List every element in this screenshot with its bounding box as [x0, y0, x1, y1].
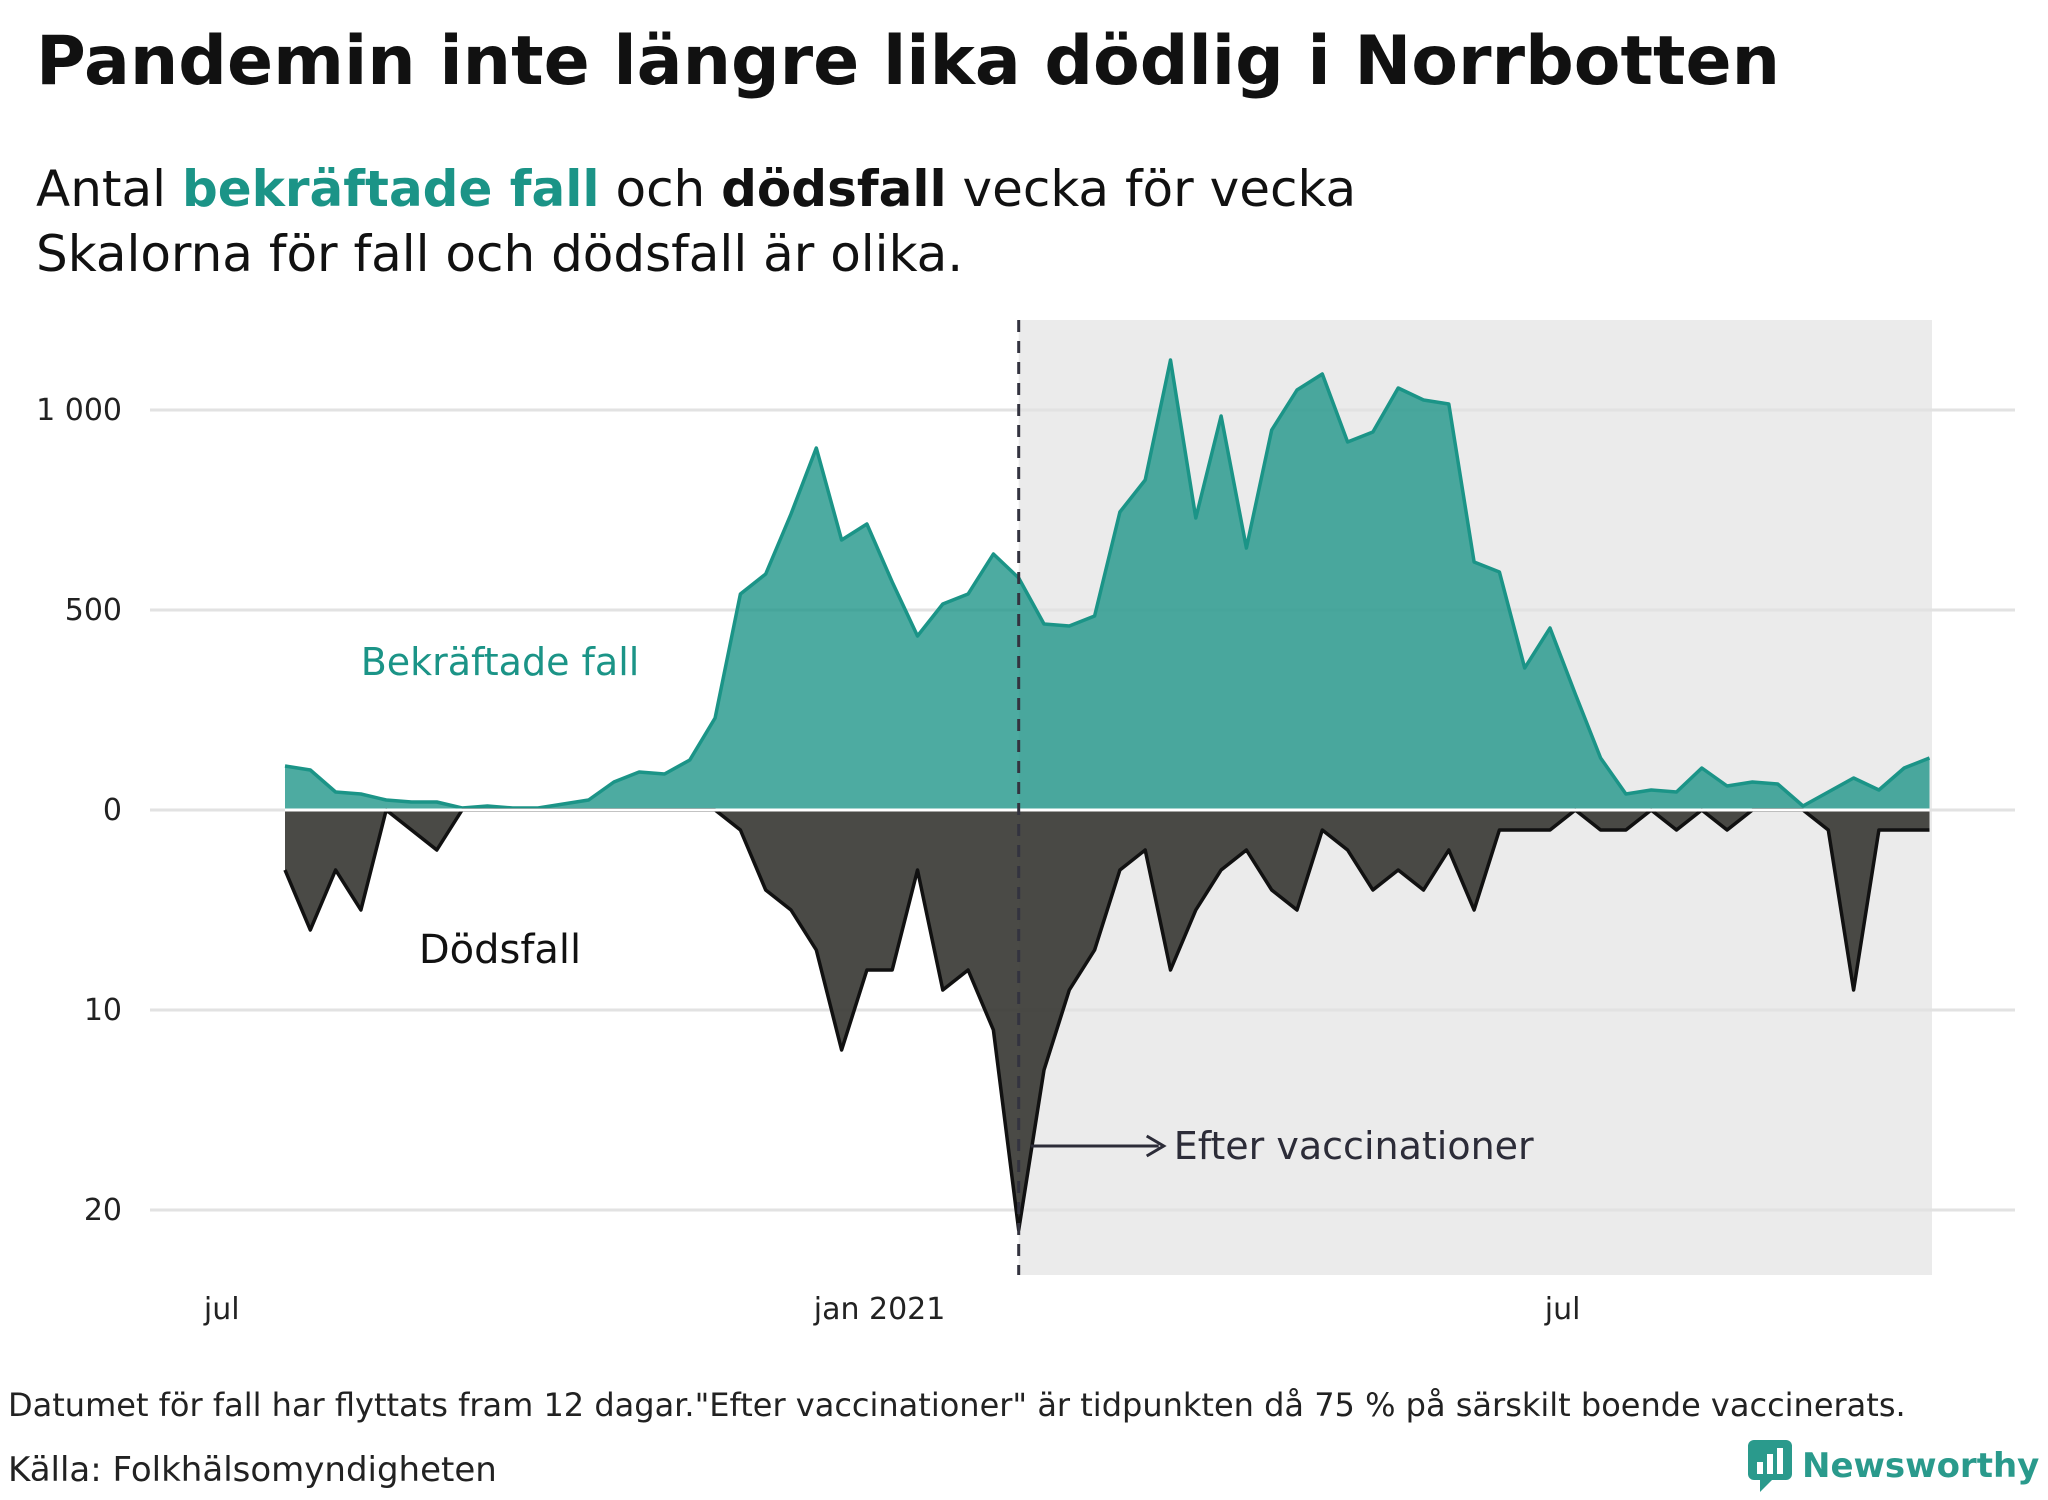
- subtitle-text: och: [599, 160, 722, 218]
- x-tick-label: jan 2021: [813, 1292, 946, 1327]
- series-label-deaths: Dödsfall: [419, 927, 581, 973]
- chart-subtitle-line1: Antal bekräftade fall och dödsfall vecka…: [36, 160, 1356, 218]
- chart-area: 0 500 1 000 10 20 Efter vaccinationer Bekräfta…: [36, 320, 2015, 1327]
- subtitle-cases-highlight: bekräftade fall: [181, 160, 600, 218]
- annotation-label: Efter vaccinationer: [1174, 1124, 1534, 1168]
- brand-logo: Newsworthy: [1748, 1440, 2039, 1492]
- newsworthy-logo-icon: [1748, 1440, 1792, 1492]
- x-tick-label: jul: [203, 1292, 240, 1327]
- subtitle-text: Antal: [36, 160, 182, 218]
- source-credit: Källa: Folkhälsomyndigheten: [8, 1450, 497, 1490]
- y-tick-label: 0: [103, 793, 122, 828]
- brand-name: Newsworthy: [1802, 1446, 2040, 1486]
- cases-area: [285, 360, 1930, 810]
- y-tick-label: 1 000: [36, 393, 122, 428]
- annotation-arrowhead: [1145, 1134, 1167, 1158]
- y-tick-label: 20: [84, 1193, 122, 1228]
- chart-title: Pandemin inte längre lika dödlig i Norrb…: [36, 22, 1781, 101]
- subtitle-deaths-highlight: dödsfall: [721, 160, 947, 218]
- cases-line: [284, 358, 1931, 810]
- y-tick-label: 500: [65, 593, 122, 628]
- chart-subtitle-line2: Skalorna för fall och dödsfall är olika.: [36, 225, 964, 283]
- series-label-cases: Bekräftade fall: [361, 640, 640, 684]
- footnote: Datumet för fall har flyttats fram 12 da…: [8, 1386, 1906, 1424]
- x-tick-label: jul: [1544, 1292, 1581, 1327]
- deaths-area: [285, 810, 1930, 1230]
- subtitle-text: vecka för vecka: [946, 160, 1357, 218]
- y-tick-label: 10: [84, 993, 122, 1028]
